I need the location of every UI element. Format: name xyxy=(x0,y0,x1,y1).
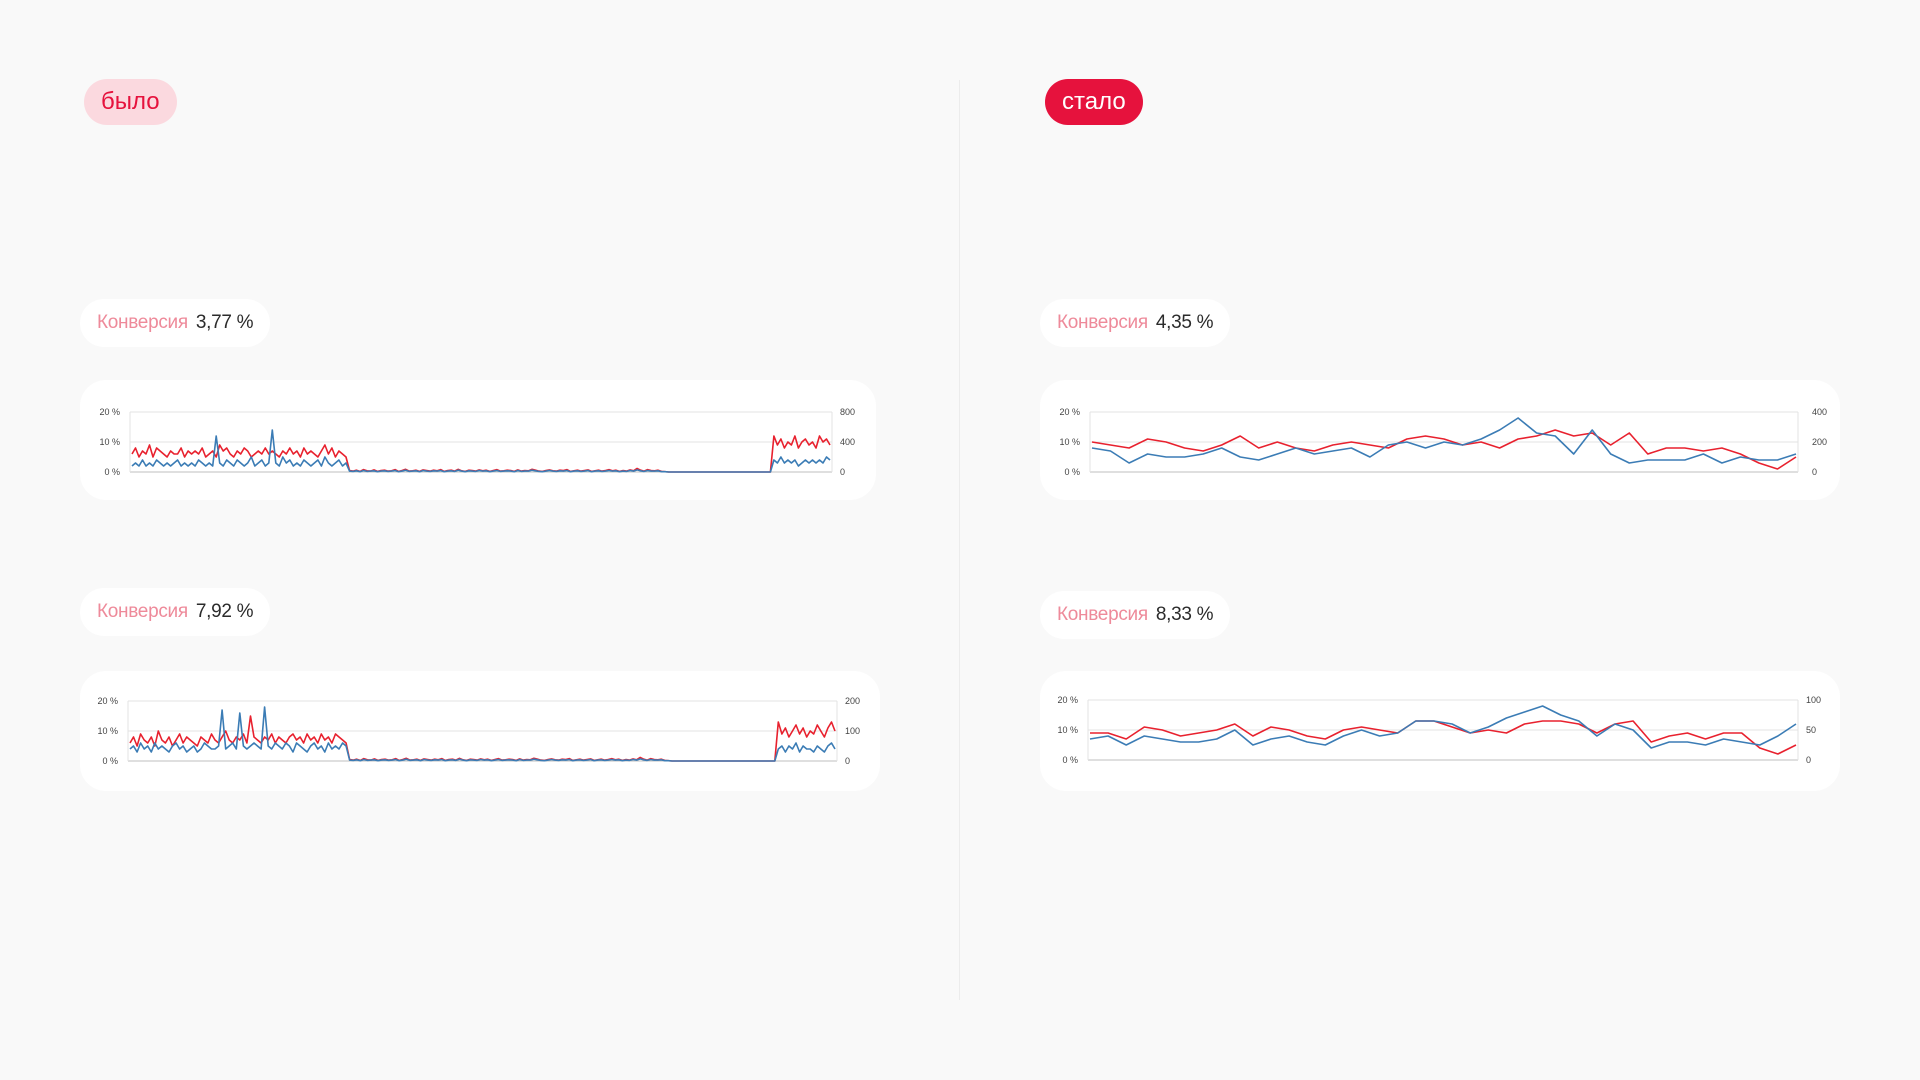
blue-series-line xyxy=(1089,705,1797,749)
chart-card-before-2: 20 % 10 % 0 % 200 100 0 xyxy=(80,671,880,791)
chart-before-1: 20 % 10 % 0 % 800 400 0 xyxy=(99,407,855,477)
conversion-pill-before-2: Конверсия 7,92 % xyxy=(80,588,271,636)
conversion-pill-before-1: Конверсия 3,77 % xyxy=(80,299,271,347)
chart-after-1: 20 % 10 % 0 % 400 200 0 xyxy=(1059,407,1827,477)
blue-series-line xyxy=(131,429,831,473)
right-tick-label: 800 xyxy=(840,407,855,417)
conversion-label: Конверсия xyxy=(1057,312,1148,333)
left-tick-label: 0 % xyxy=(1062,755,1078,765)
after-tag: стало xyxy=(1045,79,1143,125)
conversion-label: Конверсия xyxy=(97,601,188,622)
conversion-pill-after-1: Конверсия 4,35 % xyxy=(1040,299,1231,347)
right-tick-label: 0 xyxy=(845,756,850,766)
right-tick-label: 0 xyxy=(1806,755,1811,765)
left-tick-label: 10 % xyxy=(1057,725,1078,735)
conversion-value: 3,77 % xyxy=(195,312,254,333)
conversion-pill-after-2: Конверсия 8,33 % xyxy=(1040,591,1231,639)
left-tick-label: 0 % xyxy=(104,467,120,477)
right-tick-label: 0 xyxy=(1812,467,1817,477)
left-tick-label: 10 % xyxy=(1059,437,1080,447)
chart-after-2: 20 % 10 % 0 % 100 50 0 xyxy=(1057,695,1821,765)
chart-card-after-1: 20 % 10 % 0 % 400 200 0 xyxy=(1040,380,1840,500)
left-tick-label: 10 % xyxy=(97,726,118,736)
blue-series-line xyxy=(1091,417,1797,464)
red-series-line xyxy=(131,435,831,473)
right-tick-label: 100 xyxy=(845,726,860,736)
left-tick-label: 20 % xyxy=(1057,695,1078,705)
right-tick-label: 50 xyxy=(1806,725,1816,735)
chart-card-before-1: 20 % 10 % 0 % 800 400 0 xyxy=(80,380,876,500)
right-tick-label: 100 xyxy=(1806,695,1821,705)
red-series-line xyxy=(1091,429,1797,470)
right-tick-label: 0 xyxy=(840,467,845,477)
conversion-value: 4,35 % xyxy=(1155,312,1214,333)
conversion-label: Конверсия xyxy=(97,312,188,333)
conversion-value: 7,92 % xyxy=(195,601,254,622)
blue-series-line xyxy=(129,706,836,762)
chart-card-after-2: 20 % 10 % 0 % 100 50 0 xyxy=(1040,671,1840,791)
red-series-line xyxy=(1090,720,1797,755)
conversion-value: 8,33 % xyxy=(1155,604,1214,625)
before-tag: было xyxy=(84,79,177,125)
left-tick-label: 20 % xyxy=(97,696,118,706)
chart-before-2: 20 % 10 % 0 % 200 100 0 xyxy=(97,696,860,766)
left-tick-label: 0 % xyxy=(102,756,118,766)
right-tick-label: 200 xyxy=(845,696,860,706)
right-tick-label: 400 xyxy=(1812,407,1827,417)
left-tick-label: 20 % xyxy=(99,407,120,417)
column-divider xyxy=(959,80,960,1000)
red-series-line xyxy=(129,715,836,762)
right-tick-label: 400 xyxy=(840,437,855,447)
left-tick-label: 0 % xyxy=(1064,467,1080,477)
conversion-label: Конверсия xyxy=(1057,604,1148,625)
right-tick-label: 200 xyxy=(1812,437,1827,447)
left-tick-label: 10 % xyxy=(99,437,120,447)
left-tick-label: 20 % xyxy=(1059,407,1080,417)
